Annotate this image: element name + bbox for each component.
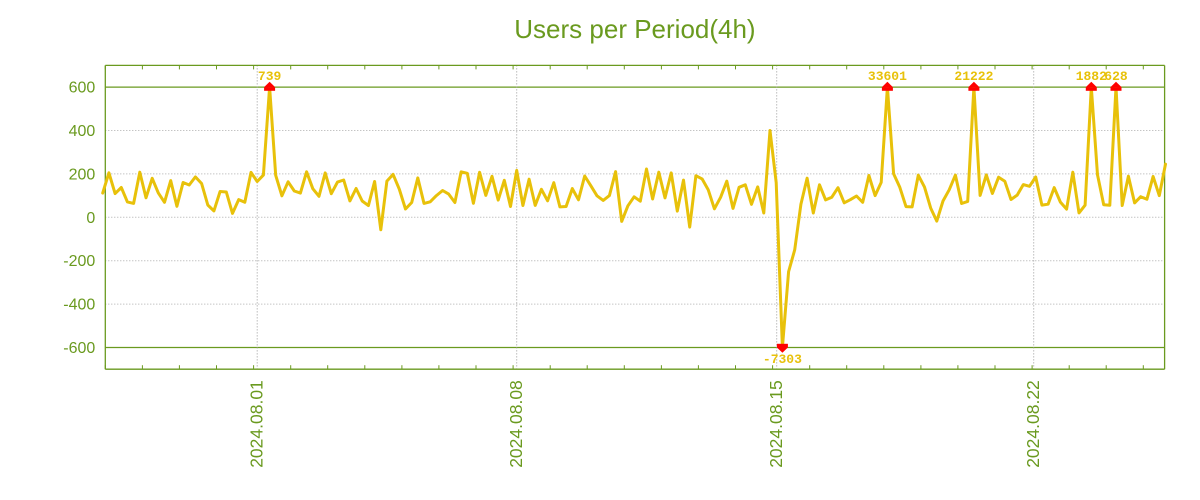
svg-text:1882: 1882: [1076, 69, 1107, 84]
svg-text:2024.08.01: 2024.08.01: [247, 380, 267, 468]
svg-text:-7303: -7303: [763, 352, 802, 367]
svg-text:-600: -600: [63, 340, 95, 357]
svg-text:628: 628: [1104, 69, 1128, 84]
svg-text:21222: 21222: [954, 69, 993, 84]
svg-text:2024.08.08: 2024.08.08: [506, 380, 526, 468]
svg-text:200: 200: [69, 166, 96, 183]
svg-text:400: 400: [69, 123, 96, 140]
svg-text:739: 739: [258, 69, 282, 84]
svg-text:0: 0: [86, 210, 95, 227]
svg-text:2024.08.22: 2024.08.22: [1023, 380, 1043, 468]
svg-text:33601: 33601: [868, 69, 907, 84]
svg-text:2024.08.15: 2024.08.15: [766, 380, 786, 468]
svg-text:-400: -400: [63, 297, 95, 314]
svg-text:-200: -200: [63, 253, 95, 270]
svg-text:600: 600: [69, 80, 96, 97]
